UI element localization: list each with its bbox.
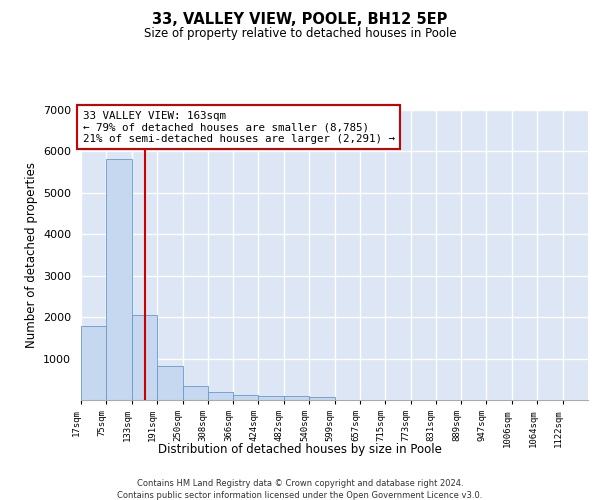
Text: 33 VALLEY VIEW: 163sqm
← 79% of detached houses are smaller (8,785)
21% of semi-: 33 VALLEY VIEW: 163sqm ← 79% of detached… xyxy=(83,111,395,144)
Bar xyxy=(157,366,182,400)
Bar xyxy=(131,314,157,400)
Text: Distribution of detached houses by size in Poole: Distribution of detached houses by size … xyxy=(158,442,442,456)
Text: Contains public sector information licensed under the Open Government Licence v3: Contains public sector information licen… xyxy=(118,491,482,500)
Bar xyxy=(182,386,208,400)
Bar xyxy=(208,392,233,400)
Text: Contains HM Land Registry data © Crown copyright and database right 2024.: Contains HM Land Registry data © Crown c… xyxy=(137,479,463,488)
Bar xyxy=(81,326,106,400)
Bar xyxy=(284,396,309,400)
Bar xyxy=(309,396,335,400)
Y-axis label: Number of detached properties: Number of detached properties xyxy=(25,162,38,348)
Text: Size of property relative to detached houses in Poole: Size of property relative to detached ho… xyxy=(143,28,457,40)
Bar xyxy=(233,395,259,400)
Text: 33, VALLEY VIEW, POOLE, BH12 5EP: 33, VALLEY VIEW, POOLE, BH12 5EP xyxy=(152,12,448,28)
Bar xyxy=(106,159,131,400)
Bar xyxy=(259,396,284,400)
